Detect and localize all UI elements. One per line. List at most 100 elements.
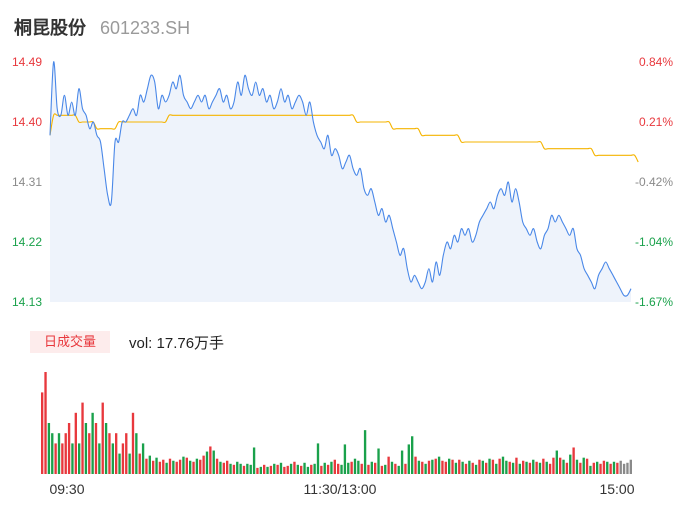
volume-bar: [464, 463, 468, 474]
volume-bar: [461, 461, 464, 474]
volume-bar: [555, 450, 558, 474]
stock-name: 桐昆股份: [14, 18, 86, 38]
volume-bar: [215, 458, 219, 474]
volume-bar: [367, 464, 370, 474]
volume-bar: [417, 460, 421, 474]
volume-bar: [548, 463, 552, 474]
volume-bar: [286, 465, 289, 474]
pct-tick-label-3: -1.04%: [635, 235, 673, 249]
volume-bar: [61, 443, 64, 474]
price-line: [49, 61, 632, 297]
pct-tick-label-1: 0.21%: [639, 115, 673, 129]
price-tick-label-3: 14.22: [12, 235, 42, 249]
volume-bar: [54, 443, 57, 474]
volume-bar: [303, 462, 306, 474]
volume-bar: [485, 462, 488, 474]
volume-bar: [115, 433, 118, 474]
volume-bar: [612, 461, 616, 474]
volume-bar: [266, 466, 269, 474]
volume-bar: [444, 461, 447, 474]
volume-bar: [508, 461, 511, 474]
volume-bar: [209, 446, 212, 474]
volume-bar: [145, 458, 148, 474]
volume-bar: [347, 462, 350, 474]
volume-bar: [300, 465, 303, 474]
volume-bar: [481, 460, 484, 474]
volume-bar: [424, 463, 427, 474]
volume-bar: [384, 464, 387, 474]
volume-bar: [252, 447, 256, 474]
volume-bar: [219, 461, 222, 474]
volume-bar: [229, 463, 232, 474]
volume-bar: [189, 460, 192, 474]
volume-bar: [165, 462, 168, 474]
volume-bar: [451, 459, 454, 474]
volume-value: vol: 17.76万手: [129, 335, 225, 352]
pct-tick-label-2: -0.42%: [635, 175, 673, 189]
volume-bar: [427, 460, 431, 474]
volume-bar: [421, 461, 424, 474]
stock-code: 601233.SH: [100, 18, 191, 38]
volume-bar: [454, 462, 458, 474]
volume-bar: [616, 462, 619, 474]
volume-bar: [128, 453, 131, 474]
volume-bar: [380, 465, 384, 474]
volume-bar: [316, 443, 320, 474]
volume-bar: [330, 461, 333, 474]
volume-bar: [458, 459, 461, 474]
volume-bar: [118, 453, 121, 474]
volume-bar: [606, 461, 609, 474]
volume-bar: [155, 457, 158, 474]
volume-bar: [64, 433, 67, 474]
volume-bar: [471, 462, 474, 474]
price-tick-label-1: 14.40: [12, 115, 42, 129]
volume-bar: [619, 460, 622, 474]
volume-bar: [323, 462, 326, 474]
volume-bar: [562, 459, 565, 474]
volume-bar: [414, 456, 417, 474]
volume-bar: [609, 463, 612, 474]
volume-bar: [474, 464, 478, 474]
volume-bar: [168, 458, 172, 474]
volume-bar: [559, 457, 562, 474]
volume-bar: [222, 462, 225, 474]
time-tick-label-2: 15:00: [599, 481, 634, 497]
volume-bar: [94, 423, 98, 474]
volume-bar: [441, 460, 444, 474]
volume-bar: [495, 463, 498, 474]
volume-bar: [192, 461, 195, 474]
volume-bar: [74, 412, 77, 474]
volume-bar: [293, 461, 296, 474]
volume-bar: [387, 456, 390, 474]
average-price-line: [49, 113, 639, 163]
volume-bar: [511, 462, 515, 474]
volume-bar: [51, 433, 54, 474]
volume-bar: [589, 465, 592, 474]
volume-bar: [596, 461, 599, 474]
volume-tag: 日成交量: [30, 331, 110, 353]
volume-bar: [411, 436, 414, 474]
pct-tick-label-0: 0.84%: [639, 55, 673, 69]
volume-bar: [333, 459, 336, 474]
volume-bar: [431, 459, 434, 474]
volume-bar: [326, 464, 330, 474]
volume-bar: [205, 451, 209, 474]
volume-bar: [239, 463, 242, 474]
volume-bar: [135, 433, 138, 474]
volume-bar: [363, 430, 367, 474]
volume-bar: [226, 460, 229, 474]
volume-bar: [629, 459, 632, 474]
volume-bar: [622, 463, 626, 474]
volume-bar: [337, 463, 340, 474]
volume-bar: [343, 444, 347, 474]
volume-bar: [394, 463, 397, 474]
volume-bar: [575, 459, 579, 474]
volume-bar: [232, 464, 236, 474]
volume-bar: [67, 423, 71, 474]
price-tick-label-4: 14.13: [12, 295, 42, 309]
volume-bar: [350, 461, 353, 474]
volume-bar: [269, 465, 273, 474]
volume-bar: [306, 466, 310, 474]
volume-bar: [158, 461, 162, 474]
